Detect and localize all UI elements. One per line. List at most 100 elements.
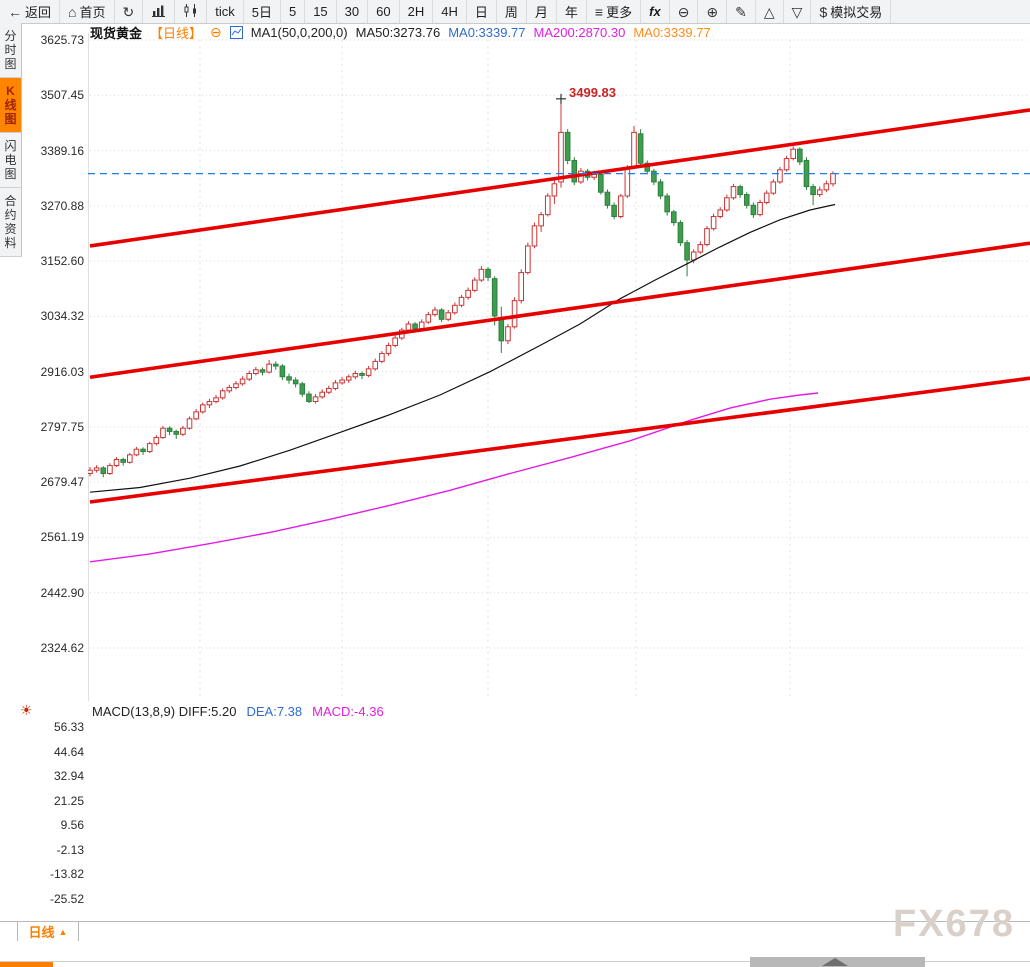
toolbar-m5-button[interactable]: 5 <box>281 0 306 23</box>
ma50-line <box>89 203 836 493</box>
main-y-label: 3034.32 <box>40 309 84 324</box>
draw-icon: ✎ <box>735 3 747 20</box>
sidebar-item-fenshi[interactable]: 分时图 <box>0 23 22 78</box>
chart-header-part-6: MA0:3339.77 <box>448 24 526 40</box>
toolbar-week-button[interactable]: 周 <box>497 0 527 23</box>
toolbar-h2-label: 2H <box>407 4 425 19</box>
toolbar-m60-button[interactable]: 60 <box>368 0 400 23</box>
peak-annotation: 3499.83 <box>556 85 616 104</box>
toolbar-tick-label: tick <box>215 4 235 19</box>
toolbar-tick-button[interactable]: tick <box>207 0 244 23</box>
main-y-label: 2679.47 <box>40 475 84 490</box>
toolbar-sim-trade-label: 模拟交易 <box>830 5 883 20</box>
svg-text:3499.83: 3499.83 <box>569 85 616 100</box>
main-y-label: 2916.03 <box>40 364 84 379</box>
toolbar-formula-button[interactable]: fx <box>641 0 670 23</box>
active-tab-underline <box>0 962 53 967</box>
toolbar-month-label: 月 <box>534 5 548 20</box>
toolbar-home-button[interactable]: ⌂ 首页 <box>60 0 115 23</box>
chart-header-part-8: MA0:3339.77 <box>633 24 711 40</box>
toolbar-formula-label: fx <box>649 4 661 19</box>
collapse-icon[interactable]: ⊖ <box>210 23 222 40</box>
toolbar-5d-button[interactable]: 5日 <box>244 0 281 23</box>
candlestick-series <box>87 98 836 478</box>
macd-y-label: -25.52 <box>49 891 84 906</box>
main-y-label: 2797.75 <box>40 419 84 434</box>
x-axis-strip: 日线 ▲ <box>0 921 1030 943</box>
triangle-down-icon: ▽ <box>791 3 803 20</box>
macd-header-part-1: DEA:7.38 <box>246 704 303 719</box>
triangle-up-icon: ▲ <box>58 926 68 937</box>
toolbar-more-button[interactable]: ≡ 更多 <box>587 0 642 23</box>
macd-header: MACD(13,8,9) DIFF:5.20 DEA:7.38 MACD:-4.36 <box>92 704 394 719</box>
main-y-label: 2324.62 <box>40 641 84 655</box>
main-y-label: 3152.60 <box>40 254 84 269</box>
toolbar-m15-button[interactable]: 15 <box>305 0 337 23</box>
toolbar-back-button[interactable]: ← 返回 <box>0 0 61 23</box>
back-icon: ← <box>8 3 22 20</box>
toolbar-zoom-out-button[interactable]: ⊖ <box>670 0 699 23</box>
toolbar-day-button[interactable]: 日 <box>467 0 497 23</box>
triangle-up-icon: △ <box>763 3 775 20</box>
main-candlestick-chart[interactable]: 3499.83 <box>87 33 1030 701</box>
toolbar-refresh-button[interactable]: ↻ <box>115 0 144 23</box>
period-selector[interactable]: 日线 ▲ <box>17 922 79 941</box>
macd-chart-area[interactable] <box>88 718 1030 921</box>
toolbar-draw-button[interactable]: ✎ <box>727 0 756 23</box>
indicator-settings-icon[interactable]: ☀ <box>20 702 33 718</box>
sidebar-item-shandian[interactable]: 闪电图 <box>0 133 22 188</box>
toolbar-h2-button[interactable]: 2H <box>400 0 434 23</box>
macd-header-part-0: MACD(13,8,9) DIFF:5.20 <box>92 704 237 719</box>
bottom-panel-handle[interactable] <box>750 957 925 967</box>
macd-header-part-2: MACD:-4.36 <box>312 704 384 719</box>
toolbar-year-button[interactable]: 年 <box>557 0 587 23</box>
toolbar-m5-label: 5 <box>288 4 297 19</box>
toolbar-home-label: 首页 <box>79 5 106 20</box>
macd-y-label: 44.64 <box>53 744 84 759</box>
toolbar-day-label: 日 <box>474 5 488 20</box>
toolbar-back-label: 返回 <box>25 5 52 20</box>
macd-y-label: 32.94 <box>53 769 84 784</box>
chart-header-part-7: MA200:2870.30 <box>533 24 626 40</box>
toolbar-more-label: 更多 <box>606 5 633 20</box>
macd-y-label: 9.56 <box>60 818 84 833</box>
toolbar-sim-trade-button[interactable]: $ 模拟交易 <box>811 0 892 23</box>
chart-header: 现货黄金 【日线】 ⊖ MA1(50,0,200,0) MA50:3273.76 MA0:… <box>90 23 719 41</box>
home-icon: ⌂ <box>68 3 77 20</box>
main-y-label: 3389.16 <box>40 143 84 158</box>
sidebar-item-heyue[interactable]: 合约资料 <box>0 188 22 257</box>
trend-channel-lines <box>89 108 1030 504</box>
mini-kline-icon <box>229 25 243 39</box>
toolbar-5d-label: 5日 <box>251 5 272 20</box>
toolbar-m30-button[interactable]: 30 <box>337 0 369 23</box>
bar-chart-icon <box>151 4 166 19</box>
macd-y-label: -13.82 <box>49 867 84 882</box>
toolbar-year-label: 年 <box>564 5 578 20</box>
toolbar-week-label: 周 <box>504 5 518 20</box>
toolbar-triangle-down-button[interactable]: ▽ <box>784 0 812 23</box>
macd-y-label: -2.13 <box>56 842 84 857</box>
toolbar-m60-label: 60 <box>376 4 391 19</box>
main-y-label: 3270.88 <box>40 198 84 213</box>
main-chart-area[interactable]: 3499.83 <box>87 33 1030 701</box>
macd-y-label: 21.25 <box>53 793 84 808</box>
toolbar-kline-chart-button[interactable] <box>175 0 208 23</box>
main-y-label: 3507.45 <box>40 88 84 103</box>
main-y-label: 3625.73 <box>40 33 84 47</box>
toolbar-bar-chart-button[interactable] <box>143 0 176 23</box>
refresh-icon: ↻ <box>122 3 135 20</box>
period-label: 日线 <box>28 925 55 940</box>
toolbar-zoom-in-button[interactable]: ⊕ <box>698 0 728 23</box>
sim-trade-icon: $ <box>819 3 828 20</box>
chart-header-part-1: 【日线】 <box>150 25 203 41</box>
chart-header-part-5: MA50:3273.76 <box>355 24 441 40</box>
toolbar-month-button[interactable]: 月 <box>527 0 557 23</box>
chart-header-part-0: 现货黄金 <box>90 25 143 41</box>
chart-header-part-4: MA1(50,0,200,0) <box>250 24 348 40</box>
zoom-out-icon: ⊖ <box>677 3 690 20</box>
ma200-line <box>89 392 819 563</box>
toolbar-triangle-up-button[interactable]: △ <box>756 0 784 23</box>
toolbar-h4-button[interactable]: 4H <box>433 0 467 23</box>
